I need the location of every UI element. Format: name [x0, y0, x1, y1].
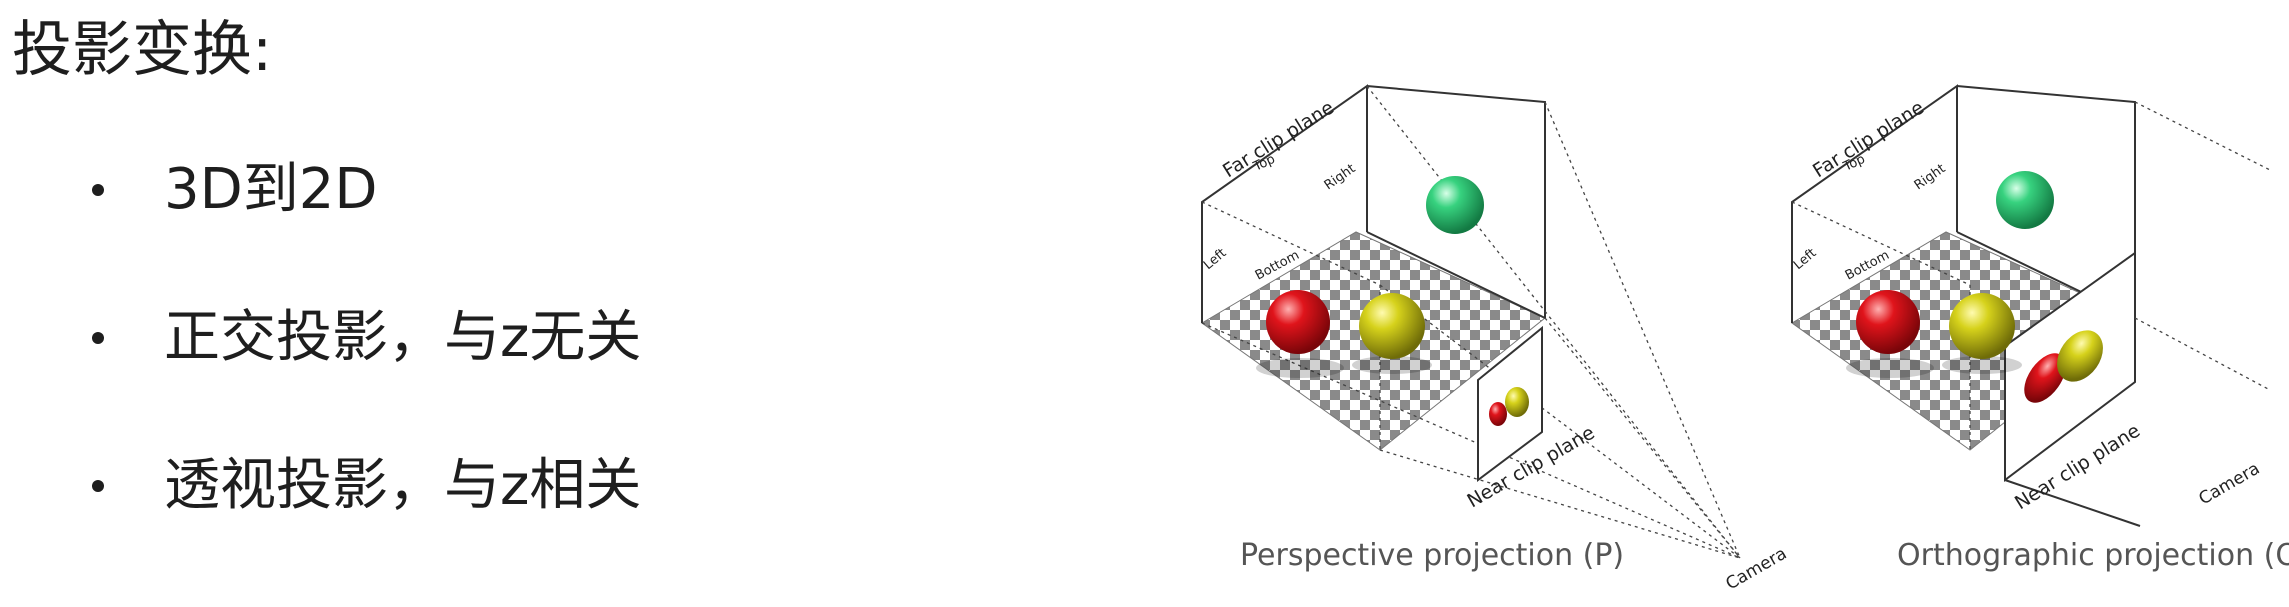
projection-diagram: Far clip plane Top Right Left Bottom Nea…	[1201, 84, 2289, 595]
perspective-figure: Far clip plane Top Right Left Bottom Nea…	[1201, 84, 1791, 595]
yellow-sphere	[1949, 293, 2015, 359]
frustum-edges	[1201, 85, 1741, 559]
right-label: Right	[1322, 161, 1359, 193]
near-red-ellipse	[2024, 353, 2066, 403]
green-sphere	[1996, 171, 2054, 229]
bullet-item: 3D到2D	[88, 150, 641, 298]
near-red-ellipse	[1489, 402, 1507, 426]
bullet-list: 3D到2D 正交投影，与z无关 透视投影，与z相关	[88, 150, 641, 594]
near-yellow-ellipse	[1505, 387, 1529, 417]
camera-label: Camera	[1723, 544, 1791, 595]
bullet-dot	[92, 480, 104, 492]
orthographic-figure: Far clip plane Top Right Left Bottom Nea…	[1791, 84, 2289, 573]
volume-edges	[1791, 101, 2271, 450]
far-clip-plane-label: Far clip plane	[1219, 97, 1338, 183]
camera-label: Camera	[2196, 459, 2264, 510]
green-sphere	[1426, 176, 1484, 234]
bullet-item: 透视投影，与z相关	[88, 446, 641, 594]
perspective-caption: Perspective projection (P)	[1240, 538, 1624, 573]
red-sphere	[1266, 290, 1330, 354]
far-clip-plane-label: Far clip plane	[1809, 97, 1928, 183]
orthographic-caption: Orthographic projection (O)	[1897, 538, 2289, 573]
yellow-sphere	[1359, 293, 1425, 359]
bullet-text: 正交投影，与z无关	[164, 305, 642, 370]
left-label: Left	[1201, 246, 1229, 273]
slide-title: 投影变换:	[12, 15, 273, 85]
bullet-item: 正交投影，与z无关	[88, 298, 641, 446]
bullet-dot	[92, 332, 104, 344]
bullet-text: 透视投影，与z相关	[164, 453, 642, 518]
right-label: Right	[1912, 161, 1949, 193]
bullet-dot	[92, 184, 104, 196]
left-label: Left	[1791, 246, 1819, 273]
bullet-text: 3D到2D	[164, 157, 378, 222]
near-yellow-ellipse	[2057, 330, 2103, 382]
red-sphere	[1856, 290, 1920, 354]
